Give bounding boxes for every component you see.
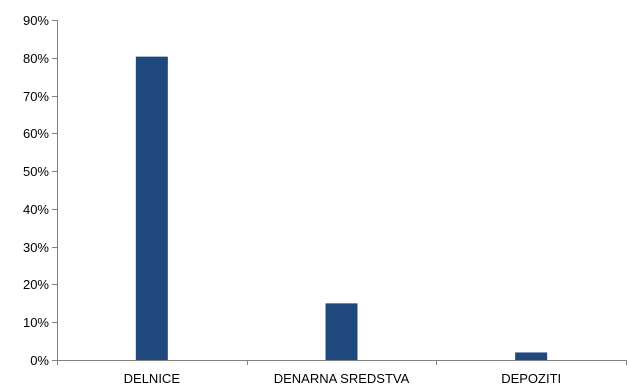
y-tick-label: 80% [23, 51, 49, 66]
x-category-label: DENARNA SREDSTVA [274, 371, 410, 385]
y-tick-label: 60% [23, 126, 49, 141]
bar [135, 56, 168, 361]
y-tick-label: 70% [23, 89, 49, 104]
x-axis: DELNICE DENARNA SREDSTVA DEPOZITI [57, 360, 627, 385]
bar-series [135, 56, 548, 361]
y-tick-label: 10% [23, 315, 49, 330]
y-tick-label: 90% [23, 13, 49, 28]
y-tick-label: 0% [30, 353, 49, 368]
bar [325, 303, 358, 360]
x-category-label: DELNICE [124, 371, 181, 385]
bar [515, 352, 548, 360]
x-category-label: DEPOZITI [501, 371, 561, 385]
y-tick-label: 20% [23, 277, 49, 292]
y-axis: 0% 10% 20% 30% 40% 50% 60% 70% 80% 90% [23, 13, 58, 368]
y-tick-label: 40% [23, 202, 49, 217]
y-tick-label: 30% [23, 240, 49, 255]
y-tick-label: 50% [23, 164, 49, 179]
